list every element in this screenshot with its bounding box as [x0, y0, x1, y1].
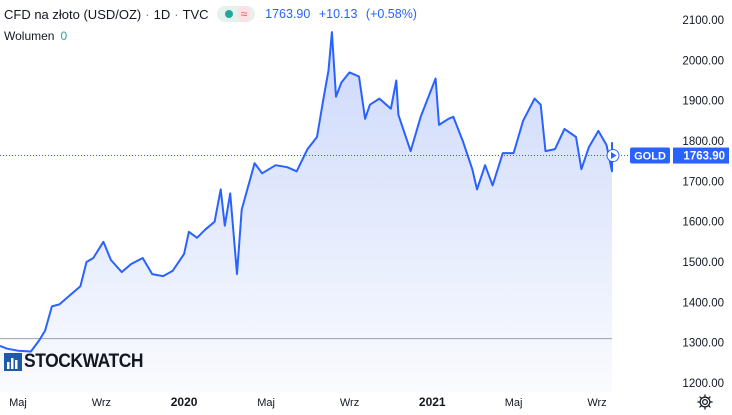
x-tick-label: Wrz	[340, 397, 359, 409]
x-tick-label: Maj	[9, 397, 27, 409]
y-tick-label: 1500.00	[682, 257, 724, 269]
x-tick-label: 2021	[419, 395, 446, 409]
y-tick-label: 2100.00	[682, 15, 724, 27]
y-tick-label: 2000.00	[682, 55, 724, 67]
market-open-dot-icon	[224, 10, 233, 18]
y-tick-label: 1200.00	[682, 378, 724, 390]
change-percent: (+0.58%)	[365, 7, 417, 21]
y-axis[interactable]: 1200.00 1300.00 1400.00 1500.00 1600.00 1700.…	[682, 15, 724, 390]
y-tick-label: 1800.00	[682, 136, 724, 148]
x-tick-label: 2020	[171, 395, 198, 409]
volume-value: 0	[60, 29, 68, 43]
change-value: +10.13	[318, 7, 358, 21]
watermark-text: STOCKWATCH	[24, 351, 144, 372]
price-tag: GOLD 1763.90	[630, 147, 729, 164]
symbol-title[interactable]: CFD na złoto (USD/OZ)	[4, 6, 142, 22]
price-area-fill	[0, 32, 612, 392]
watermark-logo: STOCKWATCH	[4, 351, 153, 373]
x-tick-label: Maj	[257, 397, 275, 409]
x-tick-label: Maj	[505, 397, 523, 409]
separator: ·	[174, 6, 179, 22]
source-label: TVC	[182, 6, 209, 22]
bar-chart-logo-icon	[4, 353, 22, 371]
price-tag-label: GOLD	[634, 151, 666, 163]
price-tag-value-bg	[673, 147, 729, 164]
volume-legend[interactable]: Wolumen 0	[4, 29, 67, 43]
y-tick-label: 1300.00	[682, 338, 724, 350]
x-axis[interactable]: Maj Wrz 2020 Maj Wrz 2021 Maj Wrz	[9, 395, 607, 409]
wave-icon: ≈	[236, 6, 252, 22]
price-line	[0, 31, 613, 353]
volume-label: Wolumen	[4, 29, 55, 43]
market-status-pill[interactable]: ≈	[216, 6, 256, 22]
x-tick-label: Wrz	[587, 397, 606, 409]
x-tick-label: Wrz	[92, 397, 111, 409]
last-price-marker	[606, 149, 620, 163]
last-price-marker-arrow	[611, 152, 617, 160]
price-tag-label-bg	[630, 147, 670, 164]
y-tick-label: 1700.00	[682, 176, 724, 188]
y-tick-label: 1600.00	[682, 217, 724, 229]
y-tick-label: 1400.00	[682, 297, 724, 309]
interval-label[interactable]: 1D	[153, 6, 171, 22]
y-tick-label: 1900.00	[682, 96, 724, 108]
chart-legend[interactable]: CFD na złoto (USD/OZ) · 1D · TVC ≈ 1763.…	[4, 6, 422, 22]
separator: ·	[145, 6, 150, 22]
gear-icon[interactable]	[696, 393, 714, 411]
quote-values: 1763.90 +10.13 (+0.58%)	[265, 7, 422, 21]
last-price-value: 1763.90	[265, 7, 311, 21]
price-tag-value: 1763.90	[683, 151, 725, 163]
